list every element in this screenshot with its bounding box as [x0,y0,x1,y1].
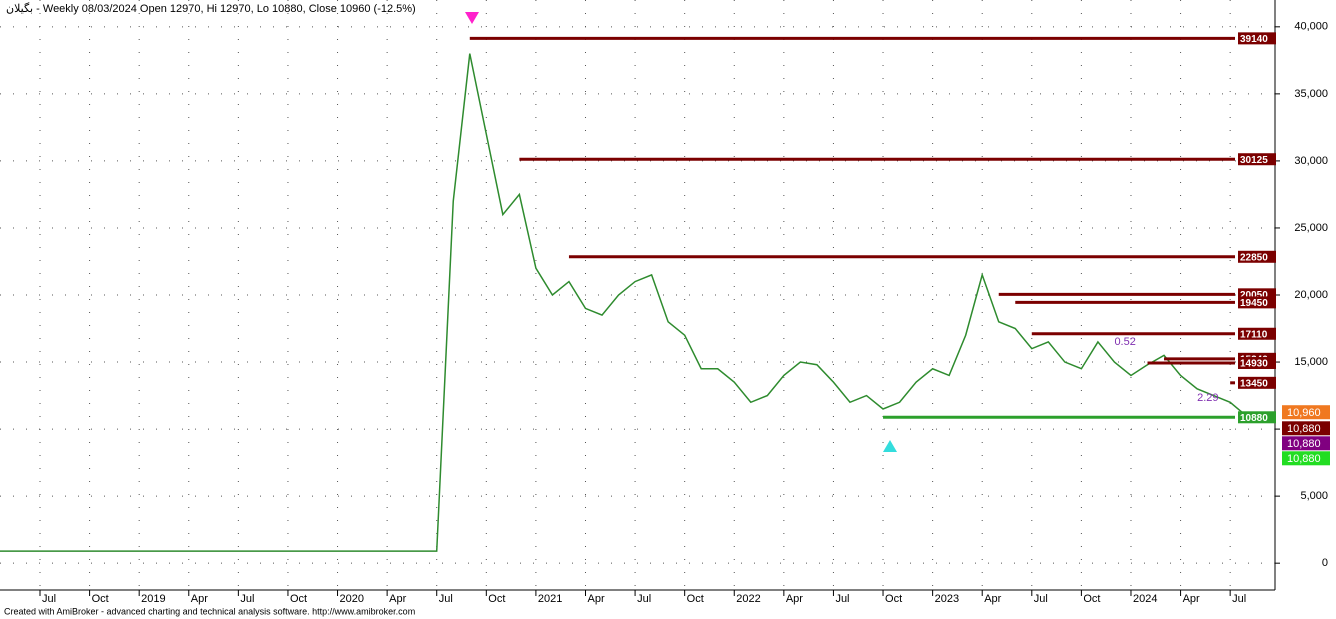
price-tag-label: 10,880 [1287,438,1321,450]
y-tick-label: 35,000 [1294,88,1328,100]
x-tick-label: 2024 [1133,593,1157,605]
y-tick-label: 25,000 [1294,222,1328,234]
level-box [1238,327,1276,340]
x-tick-label: Jul [1232,593,1246,605]
x-tick-label: Oct [1083,593,1100,605]
price-tag [1282,421,1330,436]
level-tag: 14930 [1238,356,1276,370]
level-label: 17110 [1240,329,1268,340]
top-arrow [465,12,479,24]
x-tick-label: Jul [439,593,453,605]
y-tick-label: 5,000 [1300,490,1328,502]
annotation: 0.52 [1114,336,1135,348]
x-tick-label: Jul [240,593,254,605]
level-label: 10880 [1240,413,1268,424]
x-tick-label: 2020 [340,593,364,605]
level-tag: 19450 [1238,296,1276,309]
level-box [1238,411,1276,424]
level-box [1238,376,1276,389]
x-tick-label: Apr [587,593,604,605]
x-tick-label: Oct [488,593,505,605]
level-box [1238,356,1276,369]
x-tick-label: Jul [835,593,849,605]
level-box [1238,250,1276,263]
price-line [0,53,1248,552]
x-tick-label: Jul [1034,593,1048,605]
level-label: 30125 [1240,155,1268,166]
price-tag-label: 10,960 [1287,407,1321,419]
x-tick-label: Apr [1183,593,1200,605]
x-tick-label: 2023 [935,593,959,605]
level-tag: 30125 [1238,153,1276,166]
x-tick-label: Jul [42,593,56,605]
x-tick-label: Apr [786,593,803,605]
level-label: 22850 [1240,252,1268,263]
level-label: 39140 [1240,34,1268,45]
y-tick-label: 40,000 [1294,21,1328,33]
x-tick-label: Apr [389,593,406,605]
level-box [1238,296,1276,309]
price-tag-label: 10,880 [1287,423,1321,435]
level-label: 20050 [1240,290,1268,301]
price-tag [1282,451,1330,466]
x-tick-label: Oct [687,593,704,605]
level-tag: 10880 [1238,411,1276,424]
level-tag: 39140 [1238,32,1276,45]
x-tick-label: Jul [637,593,651,605]
x-tick-label: Apr [191,593,208,605]
x-tick-label: 2022 [736,593,760,605]
y-tick-label: 30,000 [1294,155,1328,167]
level-label: 19450 [1240,298,1268,309]
bottom-arrow [883,440,897,452]
x-tick-label: 2021 [538,593,562,605]
footer: Created with AmiBroker - advanced charti… [4,606,415,616]
y-tick-label: 0 [1322,557,1328,569]
price-tag-label: 10,880 [1287,453,1321,465]
y-tick-label: 15,000 [1294,356,1328,368]
x-tick-label: Apr [984,593,1001,605]
level-tag: 22850 [1238,250,1276,263]
chart-title: بگیلان - Weekly 08/03/2024 Open 12970, H… [6,2,416,15]
level-box [1238,153,1276,166]
x-tick-label: 2019 [141,593,165,605]
level-tag: 17110 [1238,327,1276,340]
y-tick-label: 20,000 [1294,289,1328,301]
price-tag [1282,436,1330,451]
level-box [1238,32,1276,45]
price-tag [1282,405,1330,420]
x-tick-label: Oct [885,593,902,605]
level-label: 13450 [1240,378,1268,389]
level-tag: 13450 [1238,376,1276,389]
level-label: 14930 [1240,359,1268,370]
x-tick-label: Oct [290,593,307,605]
x-tick-label: Oct [92,593,109,605]
annotation: 2.29 [1197,392,1218,404]
